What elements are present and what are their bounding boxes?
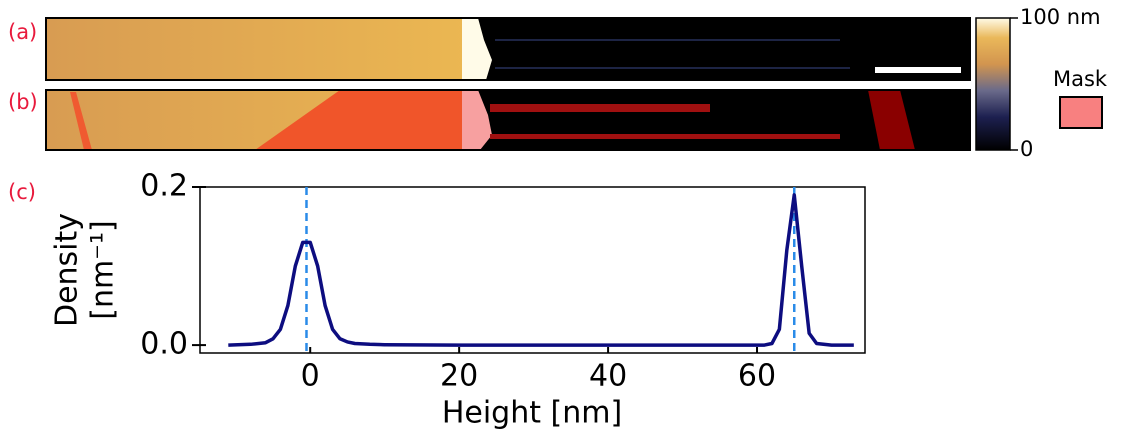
mask-swatch — [1059, 96, 1103, 129]
colorbar-tick-label: 0 — [1020, 137, 1033, 161]
image-a — [45, 17, 971, 81]
colorbar — [975, 17, 1011, 151]
x-tick-label: 0 — [301, 359, 320, 394]
plot-frame — [199, 186, 866, 354]
y-tick-label: 0.0 — [140, 327, 188, 362]
density-line — [228, 193, 854, 347]
x-tick-label: 40 — [589, 359, 627, 394]
x-tick-label: 60 — [738, 359, 776, 394]
image-b — [45, 89, 971, 151]
y-axis-label: Density — [50, 213, 85, 327]
panel-label: (a) — [8, 20, 37, 44]
y-tick-label: 0.2 — [140, 169, 188, 204]
panel-label: (c) — [8, 180, 36, 204]
colorbar-tick-label: 100 nm — [1020, 5, 1101, 29]
x-axis-label: Height [nm] — [442, 396, 622, 431]
panel-label: (b) — [8, 90, 38, 114]
mask-label: Mask — [1053, 67, 1108, 91]
x-tick-label: 20 — [440, 359, 478, 394]
y-axis-label: [nm⁻¹] — [86, 220, 121, 320]
